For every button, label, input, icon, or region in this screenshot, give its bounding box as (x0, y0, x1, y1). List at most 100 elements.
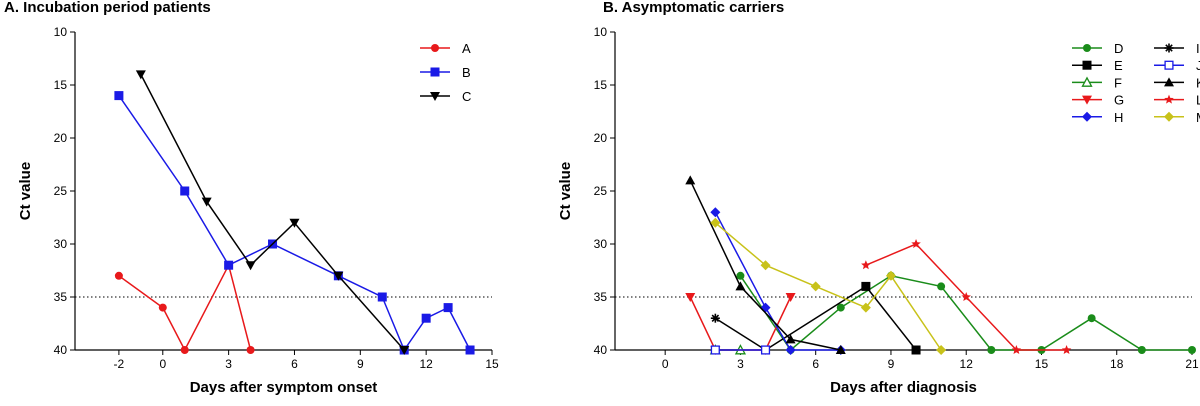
data-point (835, 345, 846, 354)
x-tick-label: 3 (737, 357, 744, 371)
x-tick-label: 9 (888, 357, 895, 371)
data-point (710, 313, 720, 323)
series-line (689, 180, 841, 351)
legend-label: E (1114, 58, 1123, 73)
data-point (860, 302, 871, 313)
legend-item-b: B (420, 65, 471, 80)
y-tick-label: 35 (594, 290, 608, 304)
y-tick-label: 30 (54, 237, 68, 251)
data-point (685, 175, 696, 185)
legend-item-c: C (420, 89, 471, 104)
series-line (714, 211, 841, 351)
legend-item-k: K (1154, 75, 1200, 90)
data-point (246, 346, 255, 354)
data-point (810, 281, 821, 292)
legend-label: J (1196, 58, 1200, 73)
legend-label: I (1196, 41, 1200, 56)
legend-item-d: D (1072, 41, 1123, 56)
legend-label: F (1114, 75, 1122, 90)
chart-panel-a: A. Incubation period patients10152025303… (4, 0, 499, 396)
data-point (443, 303, 453, 313)
y-tick-label: 30 (594, 237, 608, 251)
data-point (861, 260, 871, 270)
data-point (785, 334, 796, 344)
series-line (118, 95, 471, 352)
data-point (180, 346, 189, 354)
data-point (245, 261, 256, 271)
data-point (333, 271, 344, 281)
y-tick-label: 10 (594, 25, 608, 39)
legend-marker (430, 67, 440, 77)
data-point (760, 302, 771, 313)
data-point (760, 345, 771, 355)
data-point (937, 282, 946, 291)
y-tick-label: 35 (54, 290, 68, 304)
legend-label: C (462, 89, 471, 104)
data-point (987, 346, 996, 354)
legend-marker (1164, 60, 1174, 70)
x-tick-label: 15 (485, 357, 499, 371)
x-axis-label: Days after symptom onset (190, 379, 378, 396)
legend-marker (431, 44, 439, 52)
data-point (201, 197, 212, 207)
legend-label: H (1114, 110, 1123, 125)
x-tick-label: 21 (1185, 357, 1199, 371)
data-point (289, 218, 300, 228)
data-point (421, 313, 431, 323)
series-k (685, 175, 846, 354)
legend-marker (1164, 94, 1174, 104)
series-d (736, 271, 1196, 354)
legend-item-j: J (1154, 58, 1200, 73)
legend-marker (1083, 44, 1091, 52)
y-tick-label: 40 (54, 343, 68, 357)
data-point (135, 70, 146, 80)
data-point (1137, 346, 1146, 354)
x-tick-label: 6 (812, 357, 819, 371)
data-point (961, 292, 971, 302)
chart-title: A. Incubation period patients (4, 0, 211, 16)
legend-label: G (1114, 93, 1124, 108)
legend-label: L (1196, 93, 1200, 108)
legend-item-f: F (1072, 75, 1122, 90)
y-tick-label: 10 (54, 25, 68, 39)
x-tick-label: 0 (159, 357, 166, 371)
data-point (936, 345, 947, 355)
data-point (685, 293, 696, 302)
x-tick-label: 12 (960, 357, 974, 371)
data-point (158, 303, 167, 312)
data-point (114, 271, 123, 280)
legend-item-m: M (1154, 110, 1200, 125)
legend-label: K (1196, 75, 1200, 90)
data-point (760, 260, 771, 271)
x-tick-label: 12 (419, 357, 433, 371)
series-line (140, 74, 405, 351)
series-line (739, 275, 1192, 352)
legend-marker (1164, 43, 1174, 53)
data-point (911, 239, 921, 249)
chart-title: B. Asymptomatic carriers (603, 0, 784, 16)
data-point (735, 281, 746, 291)
data-point (465, 345, 475, 355)
legend: ABC (420, 41, 471, 104)
y-tick-label: 25 (594, 184, 608, 198)
series-j (710, 345, 771, 355)
y-tick-label: 15 (54, 78, 68, 92)
legend-label: B (462, 65, 471, 80)
x-tick-label: 6 (291, 357, 298, 371)
series-l (861, 239, 1072, 355)
legend-item-a: A (420, 41, 471, 56)
legend-item-l: L (1154, 93, 1200, 108)
series-line (714, 222, 942, 351)
data-point (836, 303, 845, 312)
data-point (785, 345, 796, 355)
series-c (135, 70, 410, 355)
legend-item-e: E (1072, 58, 1123, 73)
legend-item-g: G (1072, 93, 1124, 108)
y-axis-label: Ct value (557, 162, 574, 220)
series-line (714, 317, 766, 351)
data-point (180, 186, 190, 196)
y-axis-label: Ct value (17, 162, 34, 220)
data-point (1011, 345, 1022, 355)
legend-marker (1164, 77, 1174, 87)
